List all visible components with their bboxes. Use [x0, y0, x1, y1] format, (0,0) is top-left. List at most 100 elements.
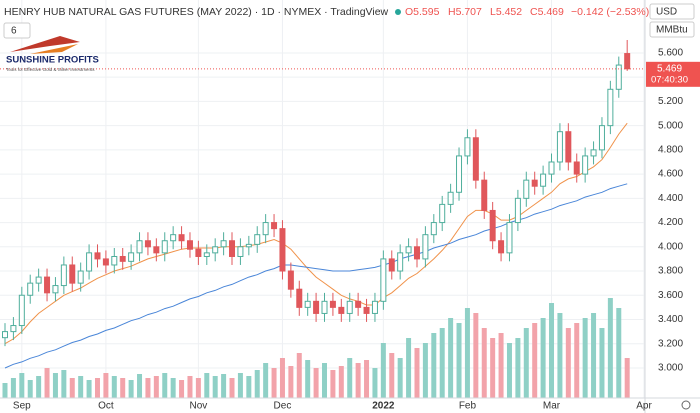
candle-body [18, 294, 25, 327]
currency-button[interactable] [649, 3, 695, 20]
volume-bar [540, 318, 546, 398]
candle-body [35, 276, 42, 284]
volume-bar [221, 374, 227, 398]
candle-body [237, 246, 244, 257]
x-tick-label: Feb [459, 401, 477, 412]
y-tick-label: 3.800 [658, 266, 683, 277]
y-tick-label: 4.600 [658, 169, 683, 180]
y-tick-label: 3.200 [658, 338, 683, 349]
candle-body [178, 234, 185, 242]
candle-body [338, 306, 345, 314]
volume-bar [372, 368, 378, 398]
candle-body [262, 222, 269, 236]
candle-body [498, 240, 505, 254]
candle-body [556, 131, 563, 163]
volume-bar [237, 373, 243, 398]
candle-body [10, 325, 17, 333]
candle-body [439, 203, 446, 224]
y-tick-label: 5.000 [658, 120, 683, 131]
volume-bar [296, 353, 302, 398]
y-tick-label: 3.600 [658, 290, 683, 301]
unit-button[interactable] [649, 21, 695, 38]
volume-bar [52, 373, 58, 398]
candle-body [111, 255, 118, 266]
candle-body [413, 246, 420, 260]
candle-body [52, 285, 59, 294]
volume-bar [179, 380, 185, 398]
volume-bar [338, 366, 344, 398]
candle-body [203, 252, 210, 257]
candle-body [44, 276, 51, 294]
candle-body [531, 179, 538, 187]
candle-body [220, 240, 227, 248]
candle-body [523, 179, 530, 199]
volume-bar [599, 328, 605, 398]
volume-bar [204, 373, 210, 398]
candle-body [371, 300, 378, 314]
volume-bar [254, 370, 260, 398]
volume-bar [36, 376, 42, 398]
volume-bar [330, 370, 336, 398]
volume-bar [305, 360, 311, 398]
candle-body [102, 258, 109, 266]
candle-body [615, 64, 622, 90]
candle-body [254, 234, 261, 245]
volume-bar [414, 348, 420, 398]
volume-bar [288, 366, 294, 398]
ohlc-open: O5.595 [405, 6, 440, 18]
candle-body [329, 300, 336, 308]
volume-bar [229, 378, 235, 398]
candle-body [245, 243, 252, 248]
candle-body [363, 306, 370, 314]
y-tick-label: 4.200 [658, 217, 683, 228]
y-tick-label: 5.200 [658, 96, 683, 107]
volume-bar [27, 380, 33, 398]
y-tick-label: 4.800 [658, 145, 683, 156]
candle-body [565, 131, 572, 163]
candle-body [321, 300, 328, 314]
candle-body [506, 222, 513, 254]
volume-bar [78, 376, 84, 398]
volume-bar [557, 313, 563, 398]
candle-body [296, 288, 303, 308]
volume-bar [279, 358, 285, 398]
volume-bar [582, 318, 588, 398]
candle-body [279, 228, 286, 272]
volume-bar [574, 323, 580, 398]
volume-bar [170, 378, 176, 398]
candle-body [472, 137, 479, 181]
volume-bar [448, 318, 454, 398]
volume-bar [515, 338, 521, 398]
candle-body [271, 222, 278, 230]
x-tick-label: 2022 [372, 401, 395, 412]
volume-bar [355, 363, 361, 398]
volume-bar [2, 383, 8, 398]
y-tick-label: 4.000 [658, 241, 683, 252]
candle-body [128, 252, 135, 262]
ohlc-close: C5.469 [530, 6, 564, 18]
volume-bar [322, 363, 327, 398]
y-tick-label: 4.400 [658, 193, 683, 204]
volume-bar [10, 378, 16, 398]
candle-body [212, 246, 219, 254]
settings-icon[interactable] [681, 400, 691, 410]
ohlc-low: L5.452 [490, 6, 522, 18]
volume-bar [153, 376, 159, 398]
candle-body [346, 300, 353, 314]
status-dot [395, 9, 401, 15]
x-tick-label: Oct [98, 401, 114, 412]
volume-bar [523, 328, 529, 398]
volume-bar [456, 323, 462, 398]
volume-bar [616, 308, 622, 398]
candle-body [548, 161, 555, 175]
candle-body [573, 161, 580, 175]
indicator-toggle[interactable] [3, 22, 31, 39]
candle-body [170, 234, 177, 242]
volume-bar [19, 373, 25, 398]
volume-bar [187, 376, 193, 398]
candle-body [2, 331, 8, 339]
y-tick-label: 5.600 [658, 48, 683, 59]
candle-body [304, 300, 311, 308]
moving-average-line [4, 122, 628, 345]
